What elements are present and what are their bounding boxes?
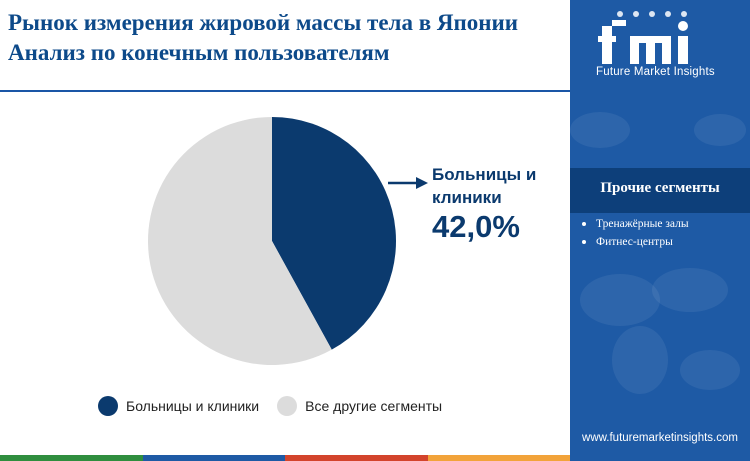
title-divider: [0, 90, 570, 92]
segments-title: Прочие сегменты: [600, 180, 720, 196]
legend-swatch-other: [277, 396, 298, 416]
legend-label-hospitals: Больницы и клиники: [126, 398, 260, 414]
bottom-bar-red: [285, 455, 428, 461]
chart-legend: Больницы и клиники Все другие сегменты: [98, 396, 460, 416]
segments-header-box: [570, 168, 750, 213]
chart-title: Рынок измерения жировой массы тела в Япо…: [8, 10, 518, 65]
callout-label: Больницы и клиники: [432, 165, 537, 207]
pie-chart: [147, 117, 428, 366]
bottom-bar-blue: [142, 455, 285, 461]
bottom-color-bar: [0, 455, 570, 461]
segment-item: Тренажёрные залы: [580, 215, 689, 233]
website-url[interactable]: www.futuremarketinsights.com: [582, 432, 738, 444]
legend-item-hospitals: Больницы и клиники: [98, 396, 259, 416]
logo-text: Future Market Insights: [596, 66, 715, 78]
legend-swatch-hospitals: [98, 396, 118, 416]
bottom-bar-green: [0, 455, 143, 461]
bottom-bar-orange: [427, 455, 570, 461]
callout-value: 42,0%: [432, 209, 520, 244]
pie-slice-hospitals: [272, 117, 396, 350]
slice-callout: Больницы и клиники 42,0%: [432, 163, 572, 245]
pie-slices: [147, 117, 396, 366]
world-map-pattern-icon: [570, 112, 746, 394]
legend-item-other: Все другие сегменты: [277, 396, 442, 416]
sidebar: Future Market Insights Прочие сегменты Т…: [570, 0, 750, 461]
callout-arrow-icon: [388, 177, 428, 189]
segments-list: Тренажёрные залы Фитнес-центры: [580, 215, 689, 251]
pie-slice-other: [147, 117, 332, 366]
fmi-logo-icon: [598, 11, 688, 64]
legend-label-other: Все другие сегменты: [305, 398, 443, 414]
segment-item: Фитнес-центры: [580, 233, 689, 251]
